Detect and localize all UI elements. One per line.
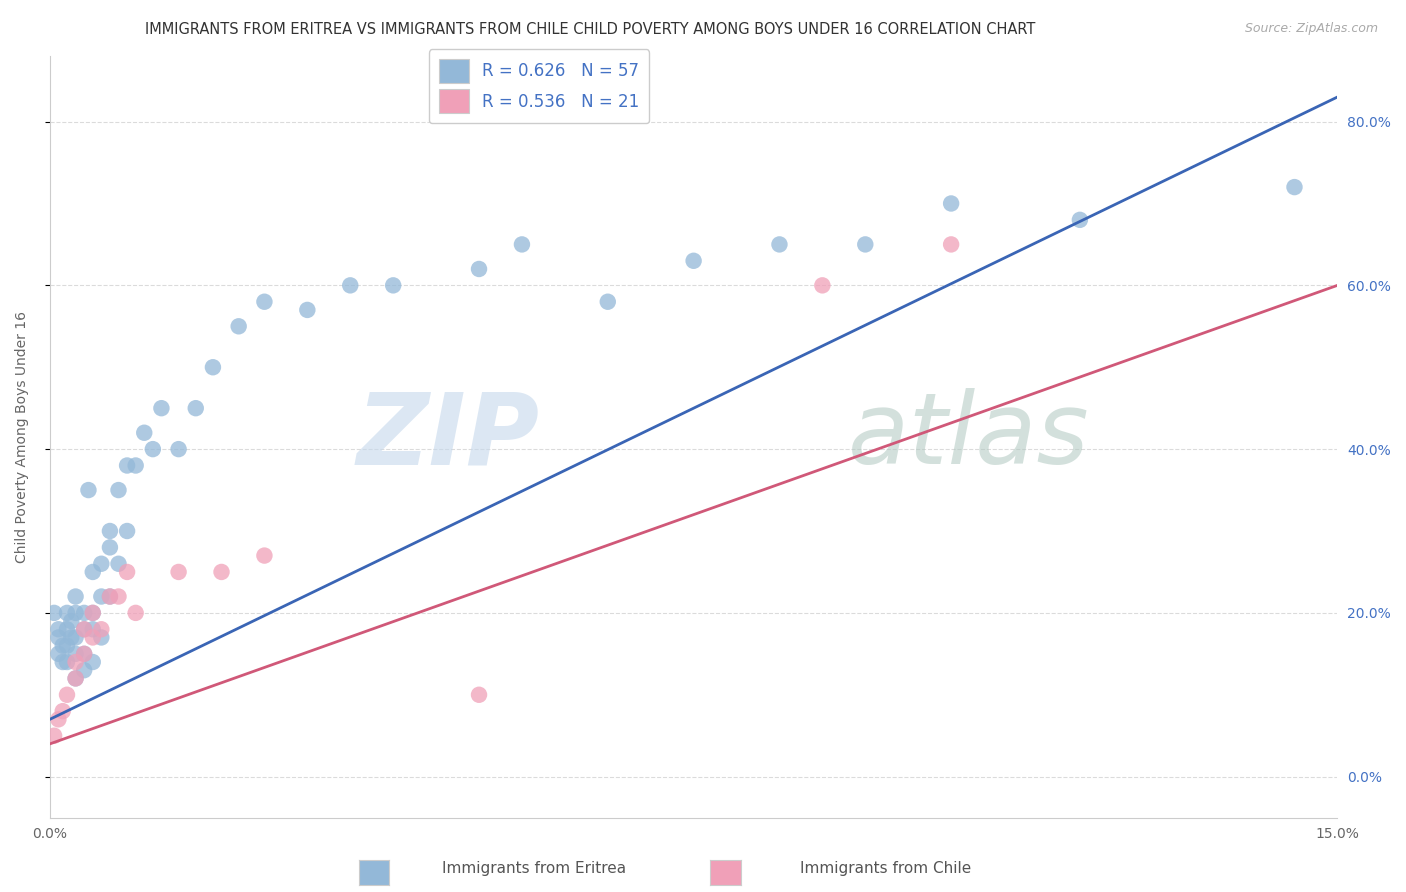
Point — [201, 360, 224, 375]
Point — [142, 442, 165, 457]
Point — [939, 237, 962, 252]
Text: ZIP: ZIP — [356, 388, 538, 485]
Point — [60, 631, 83, 645]
Point — [853, 237, 876, 252]
Point — [82, 606, 104, 620]
Point — [65, 672, 87, 686]
Point — [98, 590, 121, 604]
Point — [382, 278, 405, 293]
Point — [82, 622, 104, 636]
Point — [42, 606, 65, 620]
Point — [56, 622, 79, 636]
Point — [115, 565, 138, 579]
Point — [167, 442, 190, 457]
Point — [65, 655, 87, 669]
Point — [42, 729, 65, 743]
Point — [65, 672, 87, 686]
Point — [65, 631, 87, 645]
Point — [339, 278, 361, 293]
Point — [134, 425, 156, 440]
Point — [107, 557, 129, 571]
Point — [107, 483, 129, 497]
Point — [107, 590, 129, 604]
Point — [115, 524, 138, 538]
Text: Immigrants from Eritrea: Immigrants from Eritrea — [443, 861, 626, 876]
Point — [56, 639, 79, 653]
Point — [82, 606, 104, 620]
Point — [56, 655, 79, 669]
Point — [98, 541, 121, 555]
Point — [768, 237, 790, 252]
Legend: R = 0.626   N = 57, R = 0.536   N = 21: R = 0.626 N = 57, R = 0.536 N = 21 — [429, 49, 650, 123]
Point — [124, 458, 146, 473]
Point — [65, 590, 87, 604]
Point — [73, 647, 96, 661]
Point — [1069, 212, 1091, 227]
Point — [77, 483, 100, 497]
Point — [73, 663, 96, 677]
Point — [82, 565, 104, 579]
Point — [48, 631, 70, 645]
Point — [682, 253, 704, 268]
Point — [82, 655, 104, 669]
Point — [56, 606, 79, 620]
Point — [73, 622, 96, 636]
Point — [468, 262, 491, 277]
Point — [48, 622, 70, 636]
Point — [211, 565, 233, 579]
Point — [65, 606, 87, 620]
Point — [60, 614, 83, 628]
Point — [52, 639, 75, 653]
Point — [939, 196, 962, 211]
Point — [73, 622, 96, 636]
Point — [253, 294, 276, 309]
Point — [52, 655, 75, 669]
Point — [73, 606, 96, 620]
Point — [228, 319, 250, 334]
Point — [90, 590, 112, 604]
Text: Immigrants from Chile: Immigrants from Chile — [800, 861, 972, 876]
Point — [1284, 180, 1306, 194]
Point — [90, 622, 112, 636]
Text: atlas: atlas — [848, 388, 1090, 485]
Y-axis label: Child Poverty Among Boys Under 16: Child Poverty Among Boys Under 16 — [15, 310, 30, 563]
Point — [82, 631, 104, 645]
Point — [167, 565, 190, 579]
Point — [297, 302, 319, 317]
Point — [596, 294, 619, 309]
Point — [184, 401, 207, 416]
Point — [510, 237, 533, 252]
Point — [90, 557, 112, 571]
Point — [468, 688, 491, 702]
Point — [65, 647, 87, 661]
Point — [811, 278, 834, 293]
Point — [98, 590, 121, 604]
Point — [73, 647, 96, 661]
Point — [124, 606, 146, 620]
Point — [98, 524, 121, 538]
Point — [48, 712, 70, 726]
Point — [115, 458, 138, 473]
Point — [48, 647, 70, 661]
Text: IMMIGRANTS FROM ERITREA VS IMMIGRANTS FROM CHILE CHILD POVERTY AMONG BOYS UNDER : IMMIGRANTS FROM ERITREA VS IMMIGRANTS FR… — [145, 22, 1036, 37]
Point — [90, 631, 112, 645]
Point — [52, 704, 75, 718]
Point — [56, 688, 79, 702]
Point — [150, 401, 173, 416]
Point — [253, 549, 276, 563]
Text: Source: ZipAtlas.com: Source: ZipAtlas.com — [1244, 22, 1378, 36]
